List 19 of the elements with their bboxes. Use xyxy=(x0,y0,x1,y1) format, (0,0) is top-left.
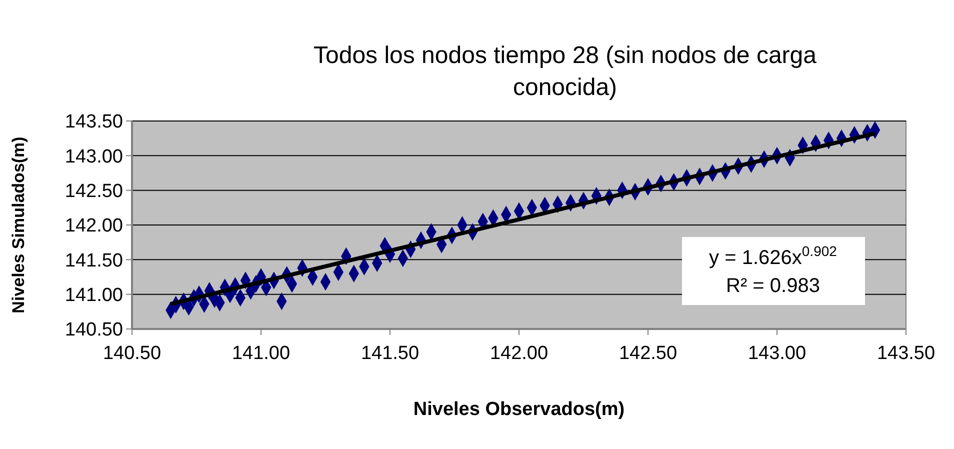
y-tick-label: 143.50 xyxy=(64,112,123,133)
x-tick-label: 142.00 xyxy=(490,343,548,364)
annotation: R² = 0.983 xyxy=(726,275,820,297)
y-tick-label: 141.00 xyxy=(64,284,123,306)
annotation: y = 1.626x$^{0.902}$ xyxy=(709,243,838,269)
y-tick-label: 143.00 xyxy=(64,146,123,168)
y-tick-label: 142.50 xyxy=(64,180,123,202)
x-tick-label: 140.50 xyxy=(102,343,162,364)
x-axis-title: Niveles Observados(m) xyxy=(413,399,625,420)
y-tick-label: 142.00 xyxy=(64,216,123,237)
x-tick-label: 141.00 xyxy=(232,343,290,364)
chart-title: Todos los nodos tiempo 28 (sin nodos de carga conocida) xyxy=(314,42,818,101)
x-tick-label: 143.00 xyxy=(748,343,806,364)
y-axis-title: Niveles Simulados(m) xyxy=(9,136,28,314)
y-tick-label: 141.50 xyxy=(64,250,123,272)
y-tick-label: 140.50 xyxy=(64,320,123,341)
x-tick-label: 141.50 xyxy=(360,343,420,364)
x-tick-label: 143.50 xyxy=(876,343,936,364)
x-tick-label: 142.50 xyxy=(618,343,678,364)
